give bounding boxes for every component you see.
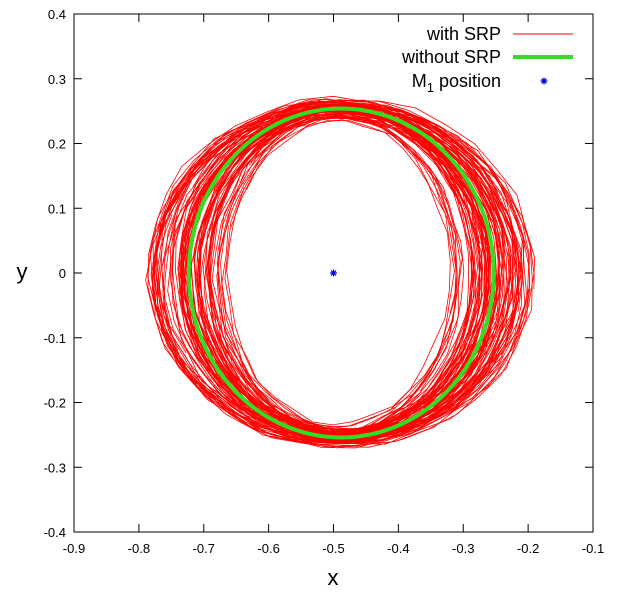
x-tick-label: -0.7	[193, 541, 215, 556]
x-tick-label: -0.8	[128, 541, 150, 556]
x-tick-label: -0.3	[452, 541, 474, 556]
y-tick-label: 0.2	[48, 137, 66, 152]
with-srp-orbit-line	[209, 115, 461, 432]
x-axis-title: x	[328, 565, 339, 590]
tick-layer: -0.9 -0.8 -0.7 -0.6 -0.5 -0.4 -0.3 -0.2 -0.1 -0.4…	[44, 7, 605, 556]
with-srp-orbit-line	[224, 114, 451, 426]
y-tick-label: -0.4	[44, 525, 66, 540]
with-srp-orbit-line	[188, 107, 504, 436]
with-srp-orbit-line	[161, 102, 520, 445]
with-srp-orbit-line	[179, 110, 501, 443]
with-srp-orbit-line	[149, 98, 535, 442]
with-srp-orbit-line	[196, 108, 483, 433]
with-srp-orbit-line	[209, 115, 473, 437]
legend-label-m1-position: M1 position	[412, 71, 501, 95]
with-srp-orbit-line	[171, 100, 522, 444]
y-tick-label: -0.1	[44, 331, 66, 346]
without-srp-orbit-line	[186, 106, 496, 440]
legend-label-without-srp: without SRP	[401, 47, 501, 67]
with-srp-orbit-line	[153, 102, 526, 443]
y-tick-label: 0.1	[48, 201, 66, 216]
data-layer	[145, 95, 535, 449]
with-srp-orbit-line	[206, 106, 475, 432]
y-tick-label: 0.3	[48, 72, 66, 87]
x-tick-label: -0.1	[582, 541, 604, 556]
y-tick-label: 0.4	[48, 7, 66, 22]
x-tick-label: -0.6	[257, 541, 279, 556]
legend-label-with-srp: with SRP	[426, 24, 501, 44]
x-tick-label: -0.4	[387, 541, 409, 556]
y-tick-label: 0	[59, 266, 66, 281]
with-srp-orbit-line	[207, 110, 479, 434]
legend-swatch-m1-position	[540, 77, 548, 85]
m1-position-marker	[330, 269, 337, 277]
with-srp-orbit-line	[156, 101, 517, 442]
with-srp-orbit-line	[147, 95, 520, 444]
y-axis-title: y	[17, 259, 28, 284]
with-srp-orbit-line	[220, 115, 458, 432]
y-tick-label: -0.3	[44, 460, 66, 475]
x-tick-label: -0.9	[63, 541, 85, 556]
with-srp-orbit-line	[196, 110, 470, 430]
legend: with SRP without SRP M1 position	[401, 24, 573, 95]
x-tick-label: -0.5	[322, 541, 344, 556]
y-tick-label: -0.2	[44, 396, 66, 411]
legend-m1-star	[540, 77, 548, 85]
x-tick-label: -0.2	[517, 541, 539, 556]
